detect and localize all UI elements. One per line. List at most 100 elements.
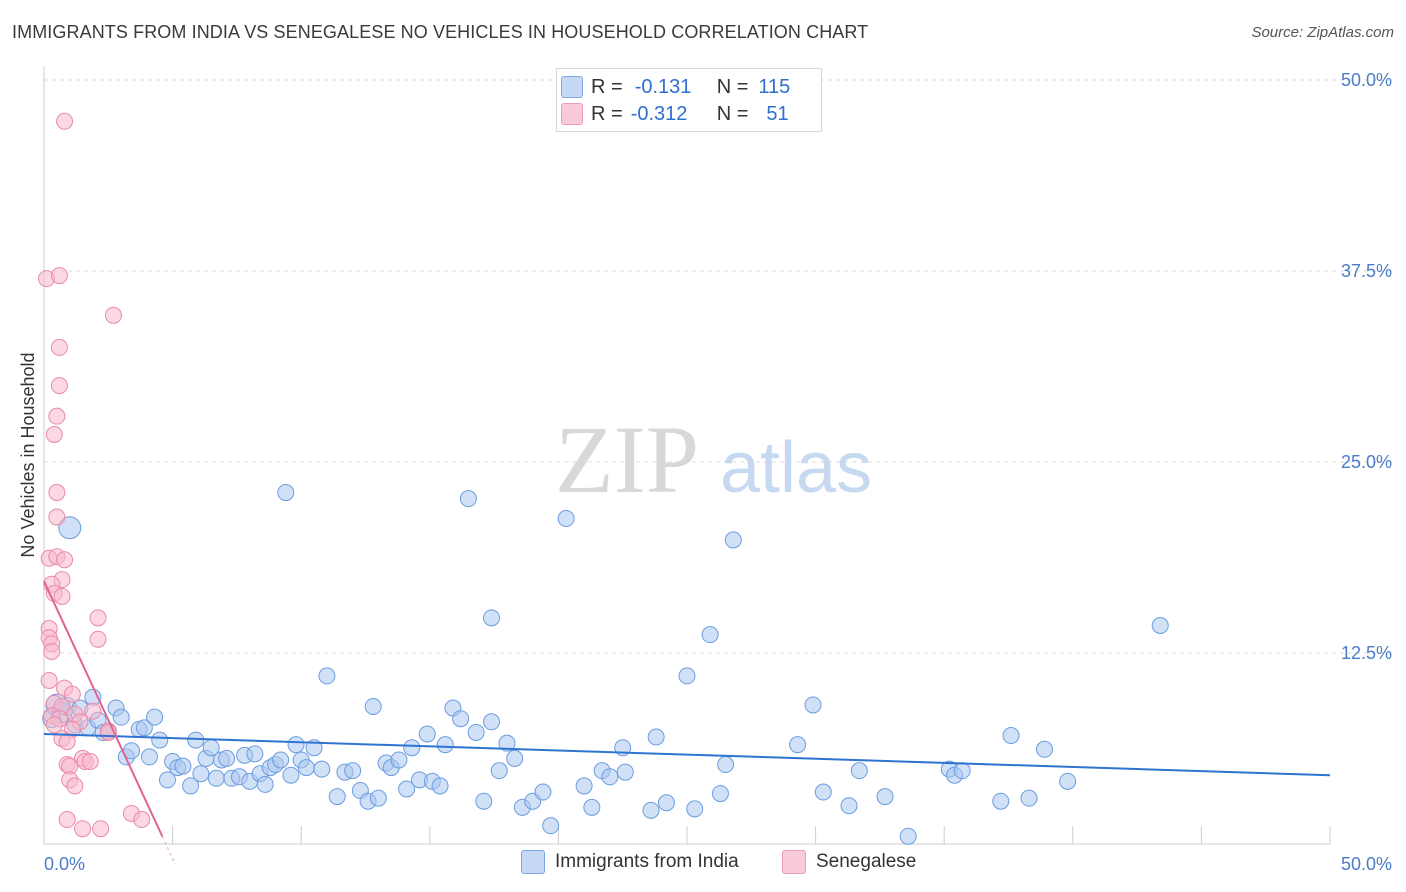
legend-row-senegalese: R = -0.312 N = 51 <box>561 102 789 126</box>
india-point <box>601 768 619 786</box>
india-point <box>899 827 917 845</box>
senegalese-point <box>45 425 63 443</box>
india-point <box>369 789 387 807</box>
india-point <box>678 667 696 685</box>
india-point <box>992 792 1010 810</box>
bottom-legend-india: Immigrants from India <box>521 850 739 874</box>
legend-r-value: -0.131 <box>634 75 692 98</box>
india-point <box>1059 772 1077 790</box>
india-point <box>452 710 470 728</box>
senegalese-point <box>63 685 81 703</box>
y-tick-label: 50.0% <box>1341 70 1392 90</box>
india-point <box>218 749 236 767</box>
india-point <box>840 797 858 815</box>
india-point <box>717 756 735 774</box>
india-point <box>297 759 315 777</box>
india-point <box>398 780 416 798</box>
india-point <box>287 736 305 754</box>
india-point <box>467 723 485 741</box>
india-point <box>158 771 176 789</box>
india-point <box>364 697 382 715</box>
india-point <box>418 725 436 743</box>
india-point <box>1151 616 1169 634</box>
senegalese-point <box>133 811 151 829</box>
india-point <box>256 775 274 793</box>
y-tick-label: 25.0% <box>1341 452 1392 472</box>
india-point <box>403 739 421 757</box>
y-tick-label: 12.5% <box>1341 643 1392 663</box>
india-point <box>187 731 205 749</box>
india-point <box>506 749 524 767</box>
legend-swatch-india <box>561 76 583 98</box>
india-point <box>207 769 225 787</box>
trend-line-india <box>43 732 1331 777</box>
senegalese-point <box>43 642 61 660</box>
india-point <box>850 762 868 780</box>
india-point <box>804 696 822 714</box>
senegalese-point <box>50 267 68 285</box>
senegalese-point <box>50 377 68 395</box>
senegalese-point <box>56 112 74 130</box>
senegalese-point <box>81 752 99 770</box>
india-point <box>789 736 807 754</box>
grid-lines <box>44 79 1392 654</box>
india-point <box>344 762 362 780</box>
senegalese-point <box>84 702 102 720</box>
bottom-legend-senegalese: Senegalese <box>782 850 916 874</box>
senegalese-point <box>104 306 122 324</box>
correlation-legend: R = -0.131 N = 115 R = -0.312 N = 51 <box>556 68 822 132</box>
india-point <box>701 626 719 644</box>
senegalese-point <box>89 630 107 648</box>
bottom-swatch-india <box>521 850 545 874</box>
india-point <box>246 745 264 763</box>
india-point <box>58 516 82 540</box>
india-point <box>151 731 169 749</box>
trend-line-senegalese <box>43 580 164 837</box>
india-point <box>686 800 704 818</box>
india-point <box>431 777 449 795</box>
india-point <box>112 708 130 726</box>
series-india-points <box>42 484 1169 845</box>
trend-lines <box>43 580 1331 865</box>
india-point <box>814 783 832 801</box>
india-point <box>328 788 346 806</box>
watermark-zip: ZIP <box>555 406 699 513</box>
india-point <box>135 719 153 737</box>
india-point <box>1036 740 1054 758</box>
legend-n-label: N = <box>716 75 749 98</box>
legend-n-value: 115 <box>758 75 791 98</box>
india-point <box>647 728 665 746</box>
india-point <box>534 783 552 801</box>
india-point <box>724 531 742 549</box>
senegalese-point <box>45 716 63 734</box>
senegalese-point <box>48 484 66 502</box>
senegalese-point <box>56 551 74 569</box>
india-point <box>318 667 336 685</box>
legend-n-value: 51 <box>766 102 789 125</box>
senegalese-point <box>48 508 66 526</box>
senegalese-point <box>50 338 68 356</box>
india-point <box>313 760 331 778</box>
india-point <box>272 751 290 769</box>
legend-n-label: N = <box>716 102 749 125</box>
india-point <box>140 748 158 766</box>
bottom-swatch-senegalese <box>782 850 806 874</box>
india-point <box>498 734 516 752</box>
tick-labels: 12.5% 25.0% 37.5% 50.0% 0.0% 50.0% <box>44 70 1392 874</box>
watermark-atlas: atlas <box>720 428 872 508</box>
bottom-legend-label-senegalese: Senegalese <box>816 851 917 872</box>
india-point <box>657 794 675 812</box>
india-point <box>146 708 164 726</box>
india-point <box>483 609 501 627</box>
india-point <box>542 817 560 835</box>
source-label: Source: ZipAtlas.com <box>1251 24 1394 41</box>
senegalese-point <box>92 820 110 838</box>
senegalese-point <box>66 777 84 795</box>
senegalese-point <box>74 820 92 838</box>
series-senegalese-points <box>38 112 151 838</box>
legend-r-label: R = <box>591 75 623 98</box>
senegalese-point <box>89 609 107 627</box>
y-tick-label: 37.5% <box>1341 261 1392 281</box>
india-point <box>616 763 634 781</box>
